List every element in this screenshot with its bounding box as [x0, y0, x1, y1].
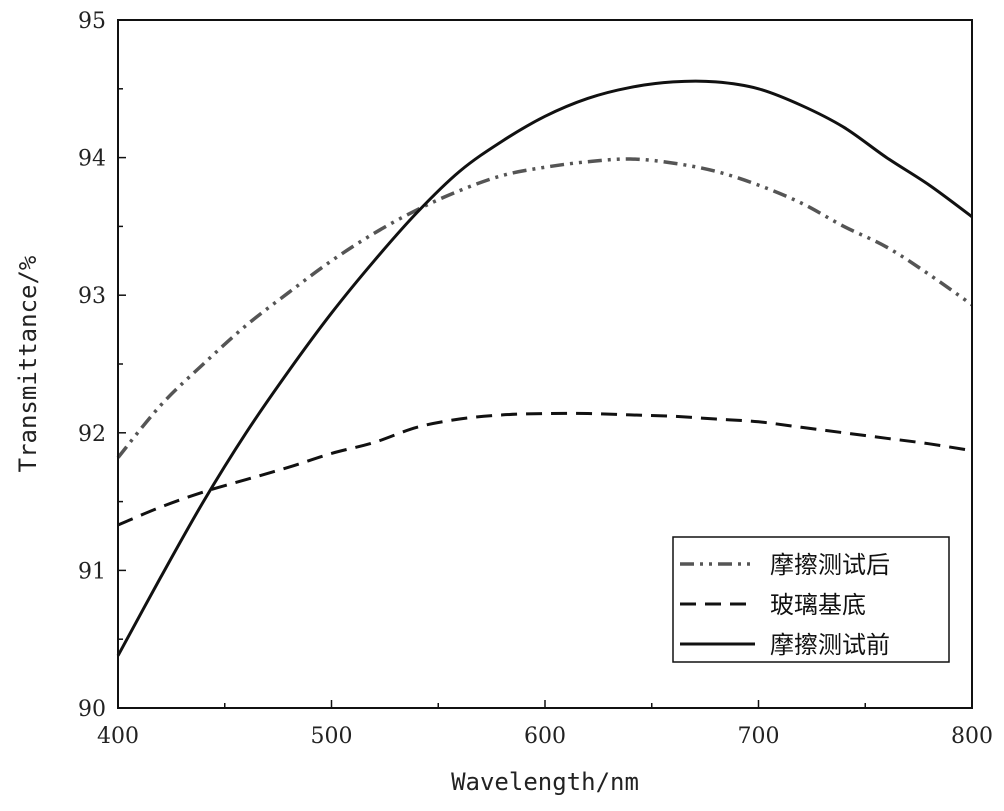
x-axis-label: Wavelength/nm [451, 768, 639, 796]
y-axis-label: Transmittance/% [14, 255, 42, 472]
series-line-2 [117, 411, 973, 527]
legend-box [672, 536, 950, 663]
series-line-1 [116, 157, 974, 459]
x-tick-label: 700 [738, 724, 780, 749]
x-tick-label: 500 [311, 724, 353, 749]
legend-label: 玻璃基底 [770, 591, 866, 619]
y-tick-label: 92 [78, 422, 106, 447]
y-tick-label: 95 [78, 9, 106, 34]
legend-label: 摩擦测试前 [770, 631, 890, 659]
y-tick-label: 94 [78, 147, 106, 172]
y-tick-label: 91 [78, 559, 106, 584]
series-line-3 [116, 79, 973, 657]
x-tick-label: 800 [951, 724, 993, 749]
x-tick-label: 400 [97, 724, 139, 749]
y-tick-label: 93 [78, 284, 106, 309]
y-tick-label: 90 [78, 697, 106, 722]
x-tick-label: 600 [524, 724, 566, 749]
legend-label: 摩擦测试后 [770, 551, 890, 579]
